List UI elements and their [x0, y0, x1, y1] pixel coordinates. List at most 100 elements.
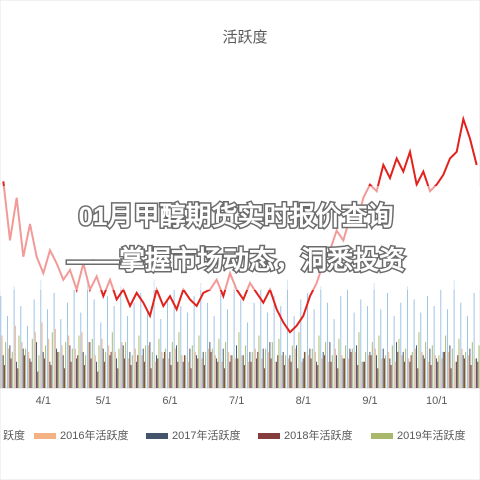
bar	[276, 361, 278, 388]
bar	[42, 351, 44, 388]
bar	[34, 332, 36, 388]
bar	[333, 319, 335, 388]
bar	[393, 315, 395, 388]
bar	[378, 335, 380, 388]
bar	[49, 361, 51, 388]
bar	[265, 348, 267, 388]
bar	[270, 358, 272, 388]
banner-backdrop	[0, 186, 480, 290]
bar	[314, 351, 316, 388]
bar	[226, 309, 228, 388]
bar	[454, 361, 456, 388]
bar	[303, 351, 305, 388]
bar	[298, 332, 300, 388]
x-tick-label: 10/1	[426, 395, 447, 407]
bar	[316, 361, 318, 388]
bar	[458, 338, 460, 388]
bar	[116, 358, 118, 388]
bar	[354, 351, 356, 388]
bar	[33, 299, 35, 388]
bar	[223, 368, 225, 388]
bar	[128, 358, 130, 388]
bar	[65, 342, 67, 388]
bar	[422, 355, 424, 388]
bar	[108, 345, 110, 388]
bar	[261, 358, 263, 388]
bar	[349, 348, 351, 388]
bar	[190, 368, 192, 388]
bar	[238, 332, 240, 388]
bar	[105, 351, 107, 388]
bar	[25, 348, 27, 388]
bar	[150, 368, 152, 388]
bar	[331, 355, 333, 388]
bar	[28, 351, 30, 388]
bar	[217, 361, 219, 388]
bar	[173, 289, 175, 388]
bar	[170, 365, 172, 388]
x-tick-label: 6/1	[162, 395, 177, 407]
bar	[113, 306, 115, 388]
bar	[390, 365, 392, 388]
bar	[62, 355, 64, 388]
bar	[258, 335, 260, 388]
bar	[188, 361, 190, 388]
bar	[256, 358, 258, 388]
x-tick-label: 7/1	[229, 395, 244, 407]
bar	[70, 361, 72, 388]
bar	[410, 355, 412, 388]
bar	[262, 348, 264, 388]
bar	[180, 306, 182, 388]
bar	[348, 358, 350, 388]
bar	[382, 348, 384, 388]
bar	[82, 351, 84, 388]
bar	[302, 358, 304, 388]
bar	[183, 355, 185, 388]
bar	[56, 348, 58, 388]
bar	[296, 345, 298, 388]
bar	[14, 325, 16, 388]
bar	[370, 355, 372, 388]
bar	[83, 365, 85, 388]
bar	[326, 302, 328, 388]
bar	[171, 342, 173, 388]
bar	[377, 368, 379, 388]
bar	[210, 351, 212, 388]
bar	[221, 361, 223, 388]
bar	[291, 345, 293, 388]
bar	[373, 283, 375, 388]
bar	[450, 368, 452, 388]
bar	[162, 358, 164, 388]
bar	[3, 365, 5, 388]
bar	[130, 365, 132, 388]
bar	[77, 355, 79, 388]
bar	[30, 361, 32, 388]
bar	[213, 315, 215, 388]
bar	[17, 368, 19, 388]
bar	[102, 348, 104, 388]
bar	[94, 355, 96, 388]
bar	[11, 351, 13, 388]
bar	[98, 345, 100, 388]
bar	[161, 351, 163, 388]
banner-text: 01月甲醇期货实时报价查询	[79, 201, 394, 231]
banner-text: ——掌握市场动态，洞悉投资	[67, 245, 405, 275]
bar	[16, 361, 18, 388]
bar	[8, 348, 10, 388]
bar	[401, 355, 403, 388]
x-tick-label: 9/1	[362, 395, 377, 407]
bar	[411, 351, 413, 388]
bar	[425, 342, 427, 388]
bar	[445, 335, 447, 388]
bar	[413, 299, 415, 388]
bar	[126, 315, 128, 388]
bar	[386, 292, 388, 388]
bar	[117, 368, 119, 388]
bar	[58, 351, 60, 388]
legend-swatch	[146, 433, 168, 439]
bar	[157, 358, 159, 388]
bar	[366, 306, 368, 388]
bar	[85, 355, 87, 388]
bar	[451, 348, 453, 388]
bar	[421, 351, 423, 388]
